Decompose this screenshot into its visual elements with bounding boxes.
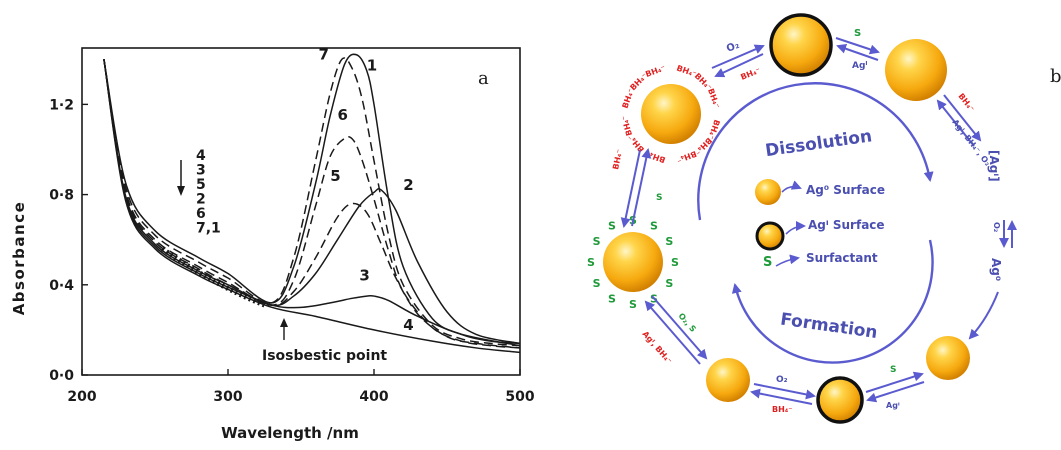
surfactant-label: S	[629, 298, 637, 311]
curve-label-4: 4	[403, 316, 413, 334]
sphere-bottom-right	[926, 336, 970, 380]
surfactant-label: S	[593, 235, 601, 248]
order-label: 2	[196, 192, 206, 208]
panel-letter-b: b	[1050, 66, 1061, 87]
sphere-bottom-center	[816, 376, 864, 424]
svg-text:Agᴵ: Agᴵ	[886, 401, 900, 410]
y-tick-label: 0·8	[49, 188, 74, 204]
cycle-svg: b Dissolution Formation Ag⁰ Surface Agᴵ …	[587, 13, 1061, 424]
legend-surfactant-label: Surfactant	[806, 251, 878, 265]
isosbestic-arrow	[280, 318, 288, 340]
svg-text:O₂: O₂	[776, 375, 788, 385]
ag0-right-label: Ag⁰	[989, 258, 1003, 281]
legend-agI-label: Agᴵ Surface	[808, 218, 885, 232]
curve-label-3: 3	[359, 266, 369, 284]
surfactant-label: S	[608, 292, 616, 305]
svg-text:Agᴵ, BH₄⁻, O₂: Agᴵ, BH₄⁻, O₂	[950, 118, 992, 168]
svg-text:Agᴵ: Agᴵ	[852, 61, 868, 71]
curve-label-7: 7	[319, 45, 329, 63]
dissolution-label: Dissolution	[764, 126, 873, 161]
arrow-right-lower	[968, 291, 999, 340]
arrow-left-mid: BH₄⁻ S	[611, 148, 662, 228]
bh4-label: BH₄⁻	[644, 64, 666, 79]
svg-text:O₂: O₂	[992, 222, 1001, 233]
y-axis-label: Absorbance	[10, 201, 28, 316]
isosbestic-label: Isosbestic point	[262, 348, 387, 364]
panel-letter-a: a	[478, 68, 489, 89]
svg-text:BH₄⁻: BH₄⁻	[611, 148, 624, 170]
spectrum-curve-3	[103, 59, 521, 347]
nanoparticle-cycle-diagram: b Dissolution Formation Ag⁰ Surface Agᴵ …	[560, 0, 1061, 446]
svg-text:O₂: O₂	[725, 40, 741, 55]
order-label: 6	[196, 206, 206, 222]
surfactant-label: S	[587, 256, 595, 269]
bh4-label: BH₄⁻	[706, 87, 721, 109]
spectrum-curve-4	[103, 59, 521, 354]
x-tick-label: 500	[505, 389, 534, 405]
x-axis-label: Wavelength /nm	[221, 424, 359, 442]
arrow-right-mid: O₂	[992, 220, 1017, 248]
x-tick-label: 300	[213, 389, 242, 405]
svg-text:BH₄⁻: BH₄⁻	[739, 66, 761, 82]
arrow-top-left: O₂ BH₄⁻	[711, 40, 765, 82]
order-down-arrow	[177, 160, 185, 196]
order-label: 7,1	[196, 221, 221, 237]
svg-text:BH₄⁻: BH₄⁻	[956, 92, 976, 114]
svg-text:S: S	[854, 28, 861, 39]
agI-right-label: [Agᴵ]	[987, 150, 1001, 182]
dissolution-arc	[697, 82, 934, 221]
bh4-label: BH₄⁻	[620, 115, 634, 137]
sphere-left	[603, 232, 663, 292]
absorbance-chart: 200 300 400 500 0·0 0·4 0·8 1·2 a Absorbance Wa…	[10, 45, 535, 442]
plot-frame	[81, 47, 521, 376]
spectrum-curve-7	[103, 57, 521, 347]
curve-label-2: 2	[403, 176, 413, 194]
svg-text:O₂, S: O₂, S	[676, 311, 697, 334]
curve-label-6: 6	[338, 106, 348, 124]
y-tick-label: 1·2	[49, 97, 74, 113]
order-label: 3	[196, 163, 206, 179]
arrow-top-right: S Agᴵ	[835, 28, 880, 71]
arrow-bottom-left: O₂, S Agᴵ, BH₄⁻	[640, 295, 708, 366]
svg-text:Agᴵ, BH₄⁻: Agᴵ, BH₄⁻	[640, 329, 673, 365]
svg-text:BH₄⁻: BH₄⁻	[772, 405, 793, 414]
spectrum-curve-6	[103, 59, 521, 349]
surfactant-label: S	[650, 220, 658, 233]
overlap-band	[160, 246, 266, 308]
legend-ag0-sphere	[755, 179, 781, 205]
surfactant-label: S	[593, 277, 601, 290]
arrow-bottom-mid: O₂ BH₄⁻	[750, 375, 816, 414]
legend-ag0-label: Ag⁰ Surface	[806, 183, 885, 197]
arrow-bottom-right: S Agᴵ	[865, 365, 925, 410]
order-label: 4	[196, 148, 206, 164]
x-tick-label: 400	[359, 389, 388, 405]
formation-label: Formation	[779, 310, 879, 343]
surfactant-label: S	[665, 235, 673, 248]
y-tick-label: 0·4	[49, 278, 74, 294]
legend-surfactant-symbol: S	[763, 255, 772, 270]
legend-agI-sphere	[755, 221, 785, 251]
sphere-bottom-left	[706, 358, 750, 402]
sphere-top-center	[769, 13, 833, 77]
absorbance-spectrum-panel: 200 300 400 500 0·0 0·4 0·8 1·2 a Absorbance Wa…	[10, 45, 535, 442]
y-tick-label: 0·0	[49, 368, 74, 384]
formation-arc	[731, 239, 934, 364]
curve-label-5: 5	[330, 167, 340, 185]
curve-label-1: 1	[367, 57, 377, 75]
svg-text:S: S	[890, 365, 896, 375]
svg-text:S: S	[656, 193, 662, 203]
surfactant-label: S	[665, 277, 673, 290]
surfactant-label: S	[608, 220, 616, 233]
spectrum-curve-1	[103, 53, 521, 345]
order-label: 5	[196, 177, 206, 193]
spectrum-curve-5	[103, 59, 521, 349]
arrow-right-upper: BH₄⁻ Agᴵ, BH₄⁻, O₂	[936, 92, 992, 168]
bh4-label: BH₄⁻	[675, 149, 697, 164]
sphere-top-left	[641, 84, 701, 144]
sphere-top-right	[885, 39, 947, 101]
surfactant-label: S	[671, 256, 679, 269]
x-tick-label: 200	[67, 389, 96, 405]
